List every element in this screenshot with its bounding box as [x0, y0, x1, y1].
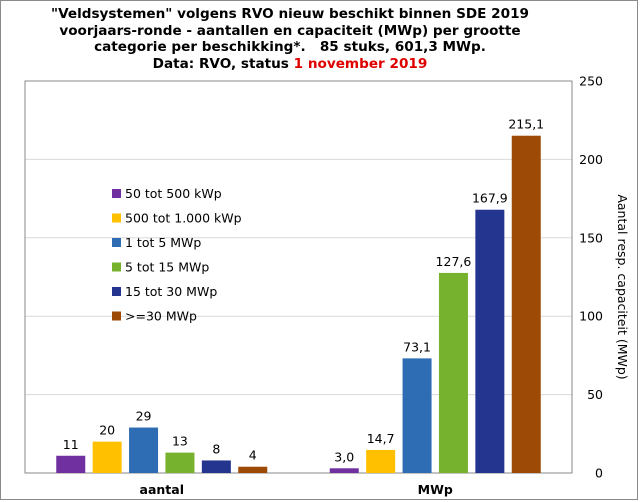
- legend-label: 500 tot 1.000 kWp: [125, 211, 242, 226]
- title-status-date: 1 november 2019: [293, 55, 428, 72]
- bar: [475, 209, 505, 474]
- y-tick-label: 200: [579, 152, 603, 167]
- data-label: 3,0: [334, 449, 354, 464]
- legend-swatch: [112, 189, 121, 198]
- bar: [129, 427, 159, 473]
- title-line-1: "Veldsystemen" volgens RVO nieuw beschik…: [51, 6, 529, 22]
- bar: [56, 455, 86, 473]
- y-tick-label: 150: [579, 230, 603, 245]
- title-line-2: voorjaars-ronde - aantallen en capacitei…: [59, 22, 521, 39]
- legend-label: >=30 MWp: [125, 309, 197, 324]
- data-label: 14,7: [367, 431, 395, 446]
- y-tick-label: 100: [579, 309, 603, 324]
- y-axis-label: Aantal resp. capaciteit (MWp): [615, 194, 630, 379]
- title-line-4: Data: RVO, status 1 november 2019: [0, 56, 580, 73]
- data-label: 127,6: [436, 254, 472, 269]
- data-label: 73,1: [403, 339, 431, 354]
- data-labels: 11 20 29 13 8 4 3,0 14,7 73,1 127,6 167,9 215,1: [63, 117, 544, 465]
- bars: [56, 135, 541, 474]
- chart-title: "Veldsystemen" volgens RVO nieuw beschik…: [0, 6, 580, 72]
- bar: [238, 466, 268, 473]
- legend-label: 1 tot 5 MWp: [125, 235, 201, 250]
- y-tick-label: 0: [595, 466, 603, 481]
- bar: [201, 460, 231, 473]
- category-labels: aantal MWp: [140, 482, 453, 497]
- y-tick-label: 50: [587, 387, 603, 402]
- legend-label: 5 tot 15 MWp: [125, 260, 209, 275]
- bar: [402, 358, 432, 473]
- y-tick-label: 250: [579, 74, 603, 89]
- legend-swatch: [112, 262, 121, 272]
- bar: [329, 468, 359, 473]
- category-label: MWp: [418, 482, 453, 497]
- bar: [511, 135, 541, 473]
- bar: [165, 452, 195, 473]
- data-label: 215,1: [508, 117, 544, 132]
- bar: [366, 449, 396, 473]
- title-line-3: categorie per beschikking*. 85 stuks, 60…: [94, 39, 486, 55]
- data-label: 167,9: [472, 191, 508, 206]
- data-label: 29: [136, 409, 152, 424]
- plot-area-border: [24, 80, 573, 474]
- legend-swatch: [112, 238, 121, 247]
- legend: 50 tot 500 kWp 500 tot 1.000 kWp 1 tot 5 M…: [112, 186, 242, 324]
- legend-label: 15 tot 30 MWp: [125, 284, 217, 299]
- legend-swatch: [112, 213, 121, 223]
- y-axis-ticks: 0 50 100 150 200 250: [579, 74, 603, 481]
- category-label: aantal: [140, 482, 184, 497]
- data-label: 20: [99, 423, 115, 438]
- bar: [92, 441, 122, 473]
- bar: [438, 272, 468, 473]
- data-label: 4: [249, 448, 257, 463]
- data-label: 8: [212, 441, 220, 456]
- legend-swatch: [112, 287, 121, 296]
- legend-label: 50 tot 500 kWp: [125, 186, 222, 201]
- title-status-prefix: Data: RVO, status: [152, 55, 294, 72]
- data-label: 11: [63, 437, 79, 452]
- legend-swatch: [112, 311, 121, 321]
- data-label: 13: [172, 434, 188, 449]
